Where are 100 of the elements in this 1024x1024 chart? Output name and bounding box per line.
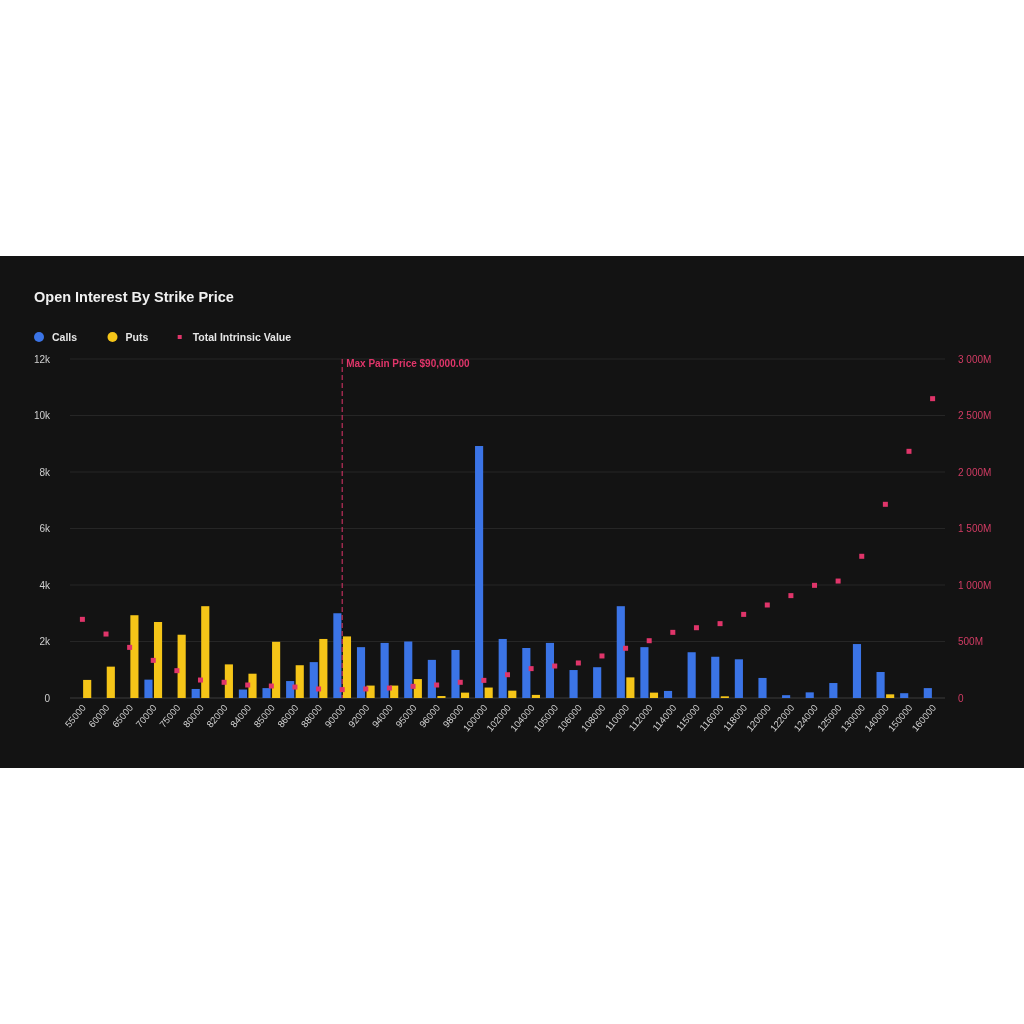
bar <box>829 683 838 698</box>
point <box>741 611 747 617</box>
bar <box>272 641 281 698</box>
point <box>528 666 534 672</box>
bar <box>262 688 271 698</box>
bar <box>460 692 470 698</box>
point <box>103 631 109 637</box>
point <box>505 672 510 678</box>
legend-label: Calls <box>52 331 78 343</box>
legend-label: Puts <box>125 331 149 343</box>
point <box>79 616 85 622</box>
bar <box>427 659 436 698</box>
point <box>693 625 699 631</box>
bar <box>342 636 352 698</box>
bar <box>923 688 932 698</box>
bar <box>191 688 200 698</box>
point <box>316 686 322 692</box>
bar <box>201 606 210 698</box>
bar <box>295 665 304 698</box>
bar <box>498 638 507 698</box>
point <box>245 682 251 688</box>
point <box>906 448 912 454</box>
y-tick-label: 12k <box>33 353 51 365</box>
point <box>127 644 133 650</box>
bar <box>569 670 578 698</box>
bar <box>475 446 484 698</box>
y2-tick-label: 3 000M <box>958 353 992 365</box>
bar <box>734 659 743 698</box>
bar <box>319 638 328 698</box>
bar <box>484 687 493 698</box>
bar <box>545 642 555 698</box>
y-tick-label: 10k <box>33 410 51 421</box>
point <box>434 682 440 688</box>
bar <box>413 679 422 698</box>
y-tick-label: 0 <box>44 692 51 704</box>
y2-tick-label: 1 000M <box>958 579 992 591</box>
point <box>174 668 180 674</box>
point <box>363 686 369 692</box>
bar <box>286 681 295 698</box>
point <box>386 685 392 691</box>
bar <box>616 606 625 698</box>
point <box>623 645 629 651</box>
point <box>575 660 581 666</box>
bar <box>531 694 540 698</box>
bar <box>900 693 909 698</box>
point <box>150 657 156 663</box>
y2-tick-label: 1 500M <box>958 523 992 534</box>
bar <box>687 652 696 698</box>
bar <box>153 622 163 698</box>
bar <box>224 664 233 698</box>
bar <box>522 648 531 698</box>
y-tick-label: 2k <box>39 636 51 647</box>
point <box>930 396 936 402</box>
legend-label: Total Intrinsic Value <box>192 331 292 343</box>
bar <box>640 647 649 698</box>
point <box>835 578 841 584</box>
point <box>292 684 298 690</box>
bar <box>309 662 318 698</box>
point <box>882 501 888 507</box>
bar <box>356 647 366 698</box>
bar <box>106 666 115 698</box>
bar <box>782 695 791 698</box>
y-tick-label: 4k <box>39 579 51 591</box>
y-tick-label: 6k <box>39 523 51 534</box>
y2-tick-label: 500M <box>958 636 984 647</box>
point <box>268 683 274 689</box>
y-tick-label: 8k <box>39 466 51 478</box>
bar <box>876 672 885 698</box>
chart-title: Open Interest By Strike Price <box>34 289 234 305</box>
bar <box>663 690 673 698</box>
point <box>646 638 652 644</box>
bar <box>805 692 814 698</box>
point <box>859 553 865 559</box>
bar <box>649 692 659 698</box>
bar <box>758 677 767 698</box>
bar <box>177 634 186 698</box>
point <box>812 582 818 588</box>
point <box>481 677 487 683</box>
point <box>457 679 463 685</box>
point <box>599 653 605 659</box>
point <box>552 663 558 669</box>
ref-line-label: Max Pain Price $90,000.00 <box>346 358 471 369</box>
bar <box>711 656 720 698</box>
point <box>717 621 723 627</box>
point <box>764 602 770 608</box>
bar <box>852 644 862 698</box>
bar <box>626 677 635 698</box>
bar <box>83 679 92 698</box>
bar <box>380 642 389 698</box>
point <box>221 679 227 685</box>
bar <box>593 667 602 698</box>
point <box>788 593 794 599</box>
bar <box>238 689 247 698</box>
point <box>670 629 676 635</box>
bar <box>333 613 342 698</box>
bar <box>248 673 257 698</box>
bar <box>886 694 895 698</box>
bar <box>144 679 153 698</box>
point <box>410 683 416 689</box>
bar <box>451 649 460 698</box>
